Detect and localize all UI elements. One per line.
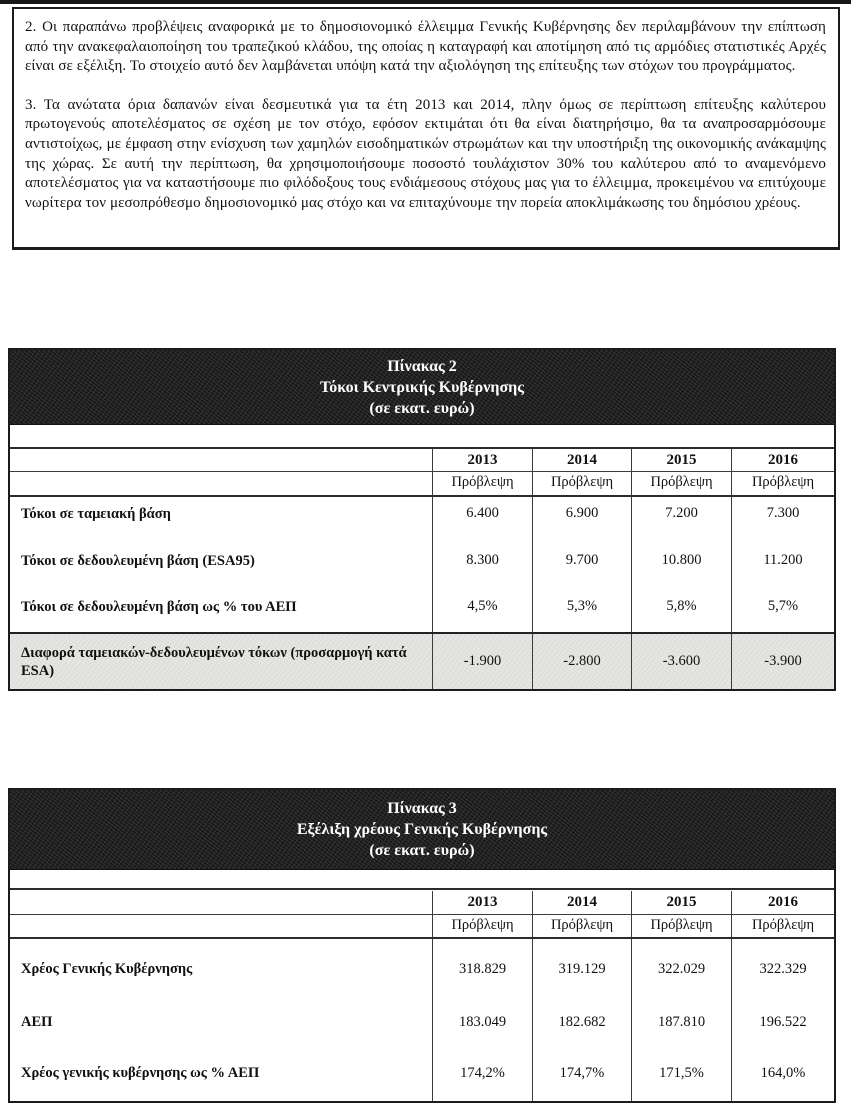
cell-value: 10.800 bbox=[631, 544, 731, 590]
table-2-spacer-row bbox=[10, 425, 834, 449]
cell-value: 11.200 bbox=[731, 544, 834, 590]
row-label: Τόκοι σε ταμειακή βάση bbox=[21, 506, 171, 522]
cell-value: 196.522 bbox=[731, 999, 834, 1045]
row-label: Χρέος Γενικής Κυβέρνησης bbox=[21, 961, 193, 977]
cell-value: 5,8% bbox=[631, 590, 731, 632]
table-3-forecast-header: Πρόβλεψη bbox=[631, 915, 731, 937]
table-2-unit-label: (σε εκατ. ευρώ) bbox=[369, 400, 475, 417]
table-2-col-2016: 2016 bbox=[731, 449, 834, 471]
table-3-subheader-spacer-cell bbox=[10, 915, 432, 937]
row-label: Διαφορά ταμειακών-δεδουλευμένων τόκων (π… bbox=[21, 644, 407, 679]
table-row: Χρέος γενικής κυβέρνησης ως % ΑΕΠ 174,2%… bbox=[10, 1045, 834, 1101]
table-2-subheader-spacer-cell bbox=[10, 472, 432, 495]
table-3-title: Πίνακας 3 bbox=[387, 800, 457, 817]
cell-value: 4,5% bbox=[432, 590, 532, 632]
table-3-forecast-header: Πρόβλεψη bbox=[731, 915, 834, 937]
table-2-col-2013: 2013 bbox=[432, 449, 532, 471]
table-3-col-2014: 2014 bbox=[532, 891, 631, 914]
row-label: Τόκοι σε δεδουλευμένη βάση (ESA95) bbox=[21, 553, 255, 569]
table-2-forecast-header: Πρόβλεψη bbox=[631, 472, 731, 495]
table-row: Χρέος Γενικής Κυβέρνησης 318.829 319.129… bbox=[10, 939, 834, 999]
cell-value: 318.829 bbox=[432, 939, 532, 999]
cell-value: 182.682 bbox=[532, 999, 631, 1045]
table-3-forecast-header: Πρόβλεψη bbox=[432, 915, 532, 937]
cell-value: -1.900 bbox=[432, 634, 532, 689]
table-2-year-header-row: 2013 2014 2015 2016 bbox=[10, 449, 834, 472]
row-label: ΑΕΠ bbox=[21, 1014, 53, 1030]
table-row: Τόκοι σε δεδουλευμένη βάση ως % του ΑΕΠ … bbox=[10, 590, 834, 632]
cell-value: 5,3% bbox=[532, 590, 631, 632]
paragraph-3: 3. Τα ανώτατα όρια δαπανών είναι δεσμευτ… bbox=[25, 96, 826, 211]
cell-value: 174,2% bbox=[432, 1045, 532, 1101]
cell-value: 7.200 bbox=[631, 497, 731, 544]
cell-value: 6.900 bbox=[532, 497, 631, 544]
page-top-edge-rule bbox=[0, 0, 851, 4]
table-3-forecast-header: Πρόβλεψη bbox=[532, 915, 631, 937]
table-3-col-2013: 2013 bbox=[432, 891, 532, 914]
table-3-col-2015: 2015 bbox=[631, 891, 731, 914]
cell-value: 322.329 bbox=[731, 939, 834, 999]
table-2-header-band: Πίνακας 2 Τόκοι Κεντρικής Κυβέρνησης (σε… bbox=[10, 350, 834, 425]
table-2-header-spacer-cell bbox=[10, 449, 432, 471]
table-3-header-band: Πίνακας 3 Εξέλιξη χρέους Γενικής Κυβέρνη… bbox=[10, 790, 834, 870]
cell-value: -2.800 bbox=[532, 634, 631, 689]
cell-value: 174,7% bbox=[532, 1045, 631, 1101]
body-text-box: 2. Οι παραπάνω προβλέψεις αναφορικά με τ… bbox=[12, 7, 840, 250]
cell-value: 319.129 bbox=[532, 939, 631, 999]
table-row: Τόκοι σε ταμειακή βάση 6.400 6.900 7.200… bbox=[10, 497, 834, 544]
table-3: Πίνακας 3 Εξέλιξη χρέους Γενικής Κυβέρνη… bbox=[8, 788, 836, 1103]
table-3-year-header-row: 2013 2014 2015 2016 bbox=[10, 890, 834, 915]
table-2-title: Πίνακας 2 bbox=[387, 358, 457, 375]
table-2-forecast-header: Πρόβλεψη bbox=[432, 472, 532, 495]
table-3-header-spacer-cell bbox=[10, 891, 432, 914]
table-3-unit-label: (σε εκατ. ευρώ) bbox=[369, 842, 475, 859]
cell-value: 8.300 bbox=[432, 544, 532, 590]
cell-value: 6.400 bbox=[432, 497, 532, 544]
cell-value: 322.029 bbox=[631, 939, 731, 999]
cell-value: 7.300 bbox=[731, 497, 834, 544]
cell-value: 171,5% bbox=[631, 1045, 731, 1101]
table-row: ΑΕΠ 183.049 182.682 187.810 196.522 bbox=[10, 999, 834, 1045]
table-2-col-2015: 2015 bbox=[631, 449, 731, 471]
cell-value: 5,7% bbox=[731, 590, 834, 632]
table-row: Τόκοι σε δεδουλευμένη βάση (ESA95) 8.300… bbox=[10, 544, 834, 590]
table-2-subtitle: Τόκοι Κεντρικής Κυβέρνησης bbox=[320, 379, 524, 396]
cell-value: 183.049 bbox=[432, 999, 532, 1045]
table-2-forecast-header: Πρόβλεψη bbox=[532, 472, 631, 495]
table-3-col-2016: 2016 bbox=[731, 891, 834, 914]
table-row-shaded: Διαφορά ταμειακών-δεδουλευμένων τόκων (π… bbox=[10, 632, 834, 689]
row-label: Τόκοι σε δεδουλευμένη βάση ως % του ΑΕΠ bbox=[21, 599, 297, 615]
table-2-forecast-header: Πρόβλεψη bbox=[731, 472, 834, 495]
table-2-forecast-header-row: Πρόβλεψη Πρόβλεψη Πρόβλεψη Πρόβλεψη bbox=[10, 472, 834, 497]
table-2: Πίνακας 2 Τόκοι Κεντρικής Κυβέρνησης (σε… bbox=[8, 348, 836, 691]
cell-value: 9.700 bbox=[532, 544, 631, 590]
table-2-col-2014: 2014 bbox=[532, 449, 631, 471]
cell-value: 164,0% bbox=[731, 1045, 834, 1101]
table-3-spacer-row bbox=[10, 870, 834, 890]
cell-value: 187.810 bbox=[631, 999, 731, 1045]
table-3-subtitle: Εξέλιξη χρέους Γενικής Κυβέρνησης bbox=[296, 821, 548, 838]
paragraph-2: 2. Οι παραπάνω προβλέψεις αναφορικά με τ… bbox=[25, 19, 826, 75]
cell-value: -3.600 bbox=[631, 634, 731, 689]
table-3-forecast-header-row: Πρόβλεψη Πρόβλεψη Πρόβλεψη Πρόβλεψη bbox=[10, 915, 834, 939]
cell-value: -3.900 bbox=[731, 634, 834, 689]
row-label: Χρέος γενικής κυβέρνησης ως % ΑΕΠ bbox=[21, 1065, 260, 1081]
